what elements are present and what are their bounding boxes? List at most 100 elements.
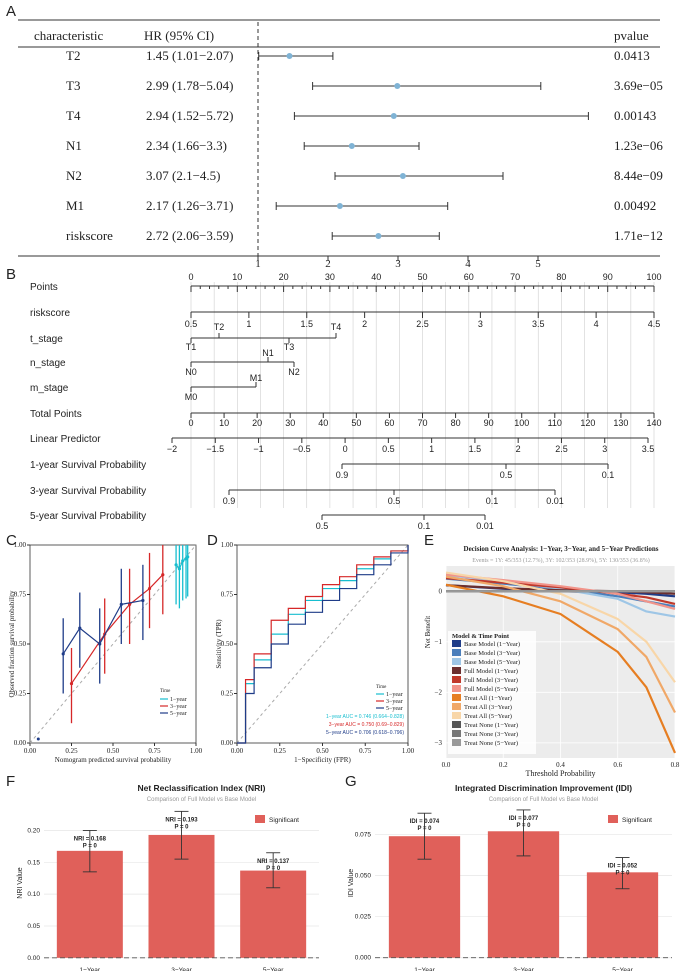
- nomogram-row-label: Total Points: [30, 409, 82, 420]
- bar-y-tick-label: 0.10: [27, 891, 40, 898]
- forest-point: [348, 143, 355, 149]
- nomogram-tstage-tick-label: T4: [331, 322, 342, 332]
- nomogram-lp-tick-label: 1: [429, 444, 434, 454]
- calibration-point: [78, 626, 82, 630]
- dca-x-tick-label: 0.0: [442, 761, 451, 769]
- dca-y-tick-label: −3: [435, 739, 443, 747]
- dca-legend-swatch: [452, 730, 461, 737]
- bar-y-tick-label: 0.00: [27, 955, 40, 962]
- dca-legend-label: Full Model (5−Year): [464, 686, 518, 693]
- forest-row-pvalue: 0.00492: [614, 198, 656, 213]
- nomogram-riskscore-tick-label: 1: [246, 319, 251, 329]
- dca-legend-label: Base Model (3−Year): [464, 650, 520, 657]
- nomogram-row-label: Linear Predictor: [30, 434, 101, 445]
- forest-row-hr: 2.72 (2.06−3.59): [146, 228, 234, 243]
- calibration-point: [161, 573, 165, 577]
- forest-header-hr: HR (95% CI): [144, 28, 214, 43]
- y-tick-label: 0.75: [14, 591, 27, 599]
- forest-row-pvalue: 8.44e−09: [614, 168, 663, 183]
- calibration-point: [61, 652, 65, 656]
- x-tick-label: 0.50: [107, 747, 120, 755]
- panel-label-c: C: [6, 532, 17, 549]
- dca-y-tick-label: 0: [439, 587, 443, 595]
- nomogram-riskscore-tick-label: 3.5: [532, 319, 545, 329]
- forest-row-pvalue: 0.00143: [614, 108, 656, 123]
- calibration-y-label: Observed fraction survival probability: [8, 590, 16, 698]
- calibration-legend-label: 3−year: [170, 704, 187, 710]
- bar-pvalue-label: P = 0: [174, 824, 189, 830]
- nomogram-points-tick-label: 20: [279, 272, 289, 282]
- dca-legend-title: Model & Time Point: [452, 633, 510, 640]
- roc-auc-label: 1−year AUC = 0.746 (0.664−0.828): [326, 714, 404, 720]
- bar-x-tick-label: 3−Year: [171, 967, 192, 971]
- bar-y-tick-label: 0.20: [27, 827, 40, 834]
- forest-row-hr: 1.45 (1.01−2.07): [146, 48, 234, 63]
- nomogram-lp-tick-label: −2: [167, 444, 177, 454]
- dca-series-line: [445, 575, 676, 714]
- nomogram-mstage-tick-label: M1: [250, 373, 263, 383]
- nomogram-lp-tick-label: −1.5: [206, 444, 224, 454]
- nomogram-total-tick-label: 100: [514, 418, 529, 428]
- forest-x-tick-label: 1: [255, 258, 261, 270]
- bar-y-tick-label: 0.15: [27, 859, 40, 866]
- dca-legend-swatch: [452, 721, 461, 728]
- dca-legend-label: Treat None (3−Year): [464, 731, 518, 738]
- nomogram-row-label: Points: [30, 282, 58, 293]
- y-tick-label: 0.75: [221, 591, 234, 599]
- y-tick-label: 0.50: [221, 640, 234, 648]
- bar-chart-g: G Integrated Discrimination Improvement (…: [345, 773, 672, 971]
- nomogram-total-tick-label: 40: [318, 418, 328, 428]
- bar-subtitle: Comparison of Full Model vs Base Model: [147, 797, 256, 803]
- nomogram-points-tick-label: 0: [188, 272, 193, 282]
- nomogram-tstage-tick-label: T1: [186, 342, 197, 352]
- nomogram-total-tick-label: 90: [484, 418, 494, 428]
- bar-chart-f: F Net Reclassification Index (NRI) Compari…: [6, 773, 319, 971]
- roc-legend-label: 5−year: [386, 706, 403, 712]
- dca-x-label: Threshold Probability: [526, 769, 596, 778]
- nomogram-total-tick-label: 70: [417, 418, 427, 428]
- nomogram-surv5-tick-label: 0.01: [476, 521, 494, 531]
- dca-legend-swatch: [452, 712, 461, 719]
- bar-pvalue-label: P = 0: [516, 823, 531, 829]
- forest-row-pvalue: 3.69e−05: [614, 78, 663, 93]
- dca-y-label: Net Benefit: [424, 616, 432, 649]
- forest-x-tick-label: 4: [465, 258, 471, 270]
- calibration-point: [141, 598, 145, 603]
- calibration-point: [177, 567, 181, 571]
- nomogram-row-label: t_stage: [30, 334, 63, 345]
- nomogram-points-tick-label: 40: [371, 272, 381, 282]
- forest-row-pvalue: 1.23e−06: [614, 138, 663, 153]
- nomogram-surv3-tick-label: 0.5: [388, 496, 401, 506]
- dca-series-line: [445, 583, 677, 754]
- dca-x-tick-label: 0.4: [556, 761, 565, 769]
- bar-pvalue-label: P = 0: [83, 843, 98, 849]
- x-tick-label: 0.00: [231, 747, 244, 755]
- bar-value-label: IDI = 0.077: [509, 816, 539, 822]
- roc-series-line: [237, 545, 409, 744]
- nomogram-total-tick-label: 20: [252, 418, 262, 428]
- nomogram-lp-tick-label: 3.5: [642, 444, 655, 454]
- dca-legend-label: Full Model (3−Year): [464, 677, 518, 684]
- forest-header-pvalue: pvalue: [614, 28, 649, 43]
- nomogram-lp-tick-label: −1: [253, 444, 263, 454]
- calibration-point: [69, 682, 74, 686]
- bar-x-tick-label: 3−Year: [513, 967, 534, 971]
- nomogram-total-tick-label: 50: [351, 418, 361, 428]
- forest-row-name: T2: [66, 48, 80, 63]
- dca-legend-label: Base Model (1−Year): [464, 641, 520, 648]
- dca-y-tick-label: −1: [435, 638, 443, 646]
- dca-legend-swatch: [452, 703, 461, 710]
- dca-x-tick-label: 0.2: [499, 761, 508, 769]
- dca-legend-swatch: [452, 640, 461, 647]
- nomogram: B Points riskscore t_stage n_stage m_stage Tot…: [6, 266, 662, 531]
- calibration-legend-label: 1−year: [170, 697, 187, 703]
- calibration-point: [98, 642, 102, 646]
- nomogram-total-tick-label: 60: [384, 418, 394, 428]
- forest-row-hr: 3.07 (2.1−4.5): [146, 168, 221, 183]
- nomogram-row-label: 1-year Survival Probability: [30, 460, 146, 471]
- dca-legend-swatch: [452, 676, 461, 683]
- bar-pvalue-label: P = 0: [615, 871, 630, 877]
- nomogram-surv1-tick-label: 0.5: [500, 470, 513, 480]
- nomogram-surv5-tick-label: 0.1: [418, 521, 431, 531]
- dca-legend-swatch: [452, 694, 461, 701]
